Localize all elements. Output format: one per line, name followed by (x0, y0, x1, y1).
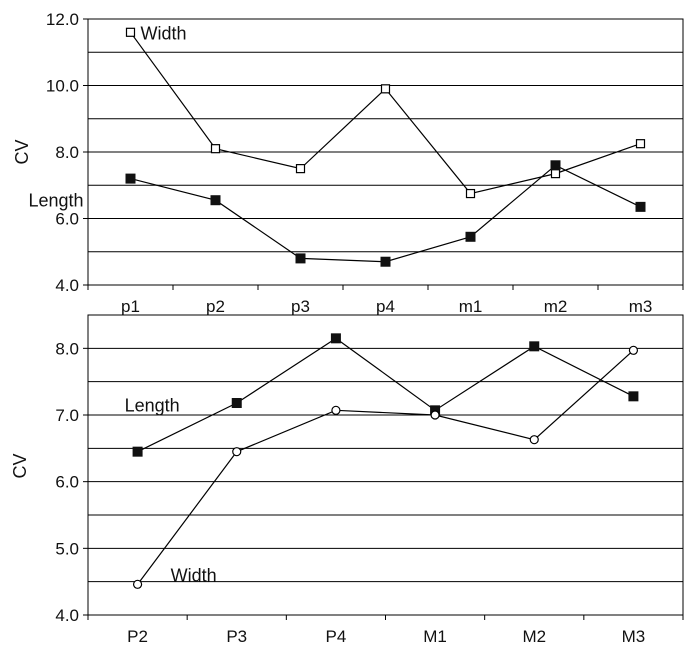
y-tick-label: 5.0 (55, 539, 79, 558)
data-point-width (331, 405, 341, 415)
series-label-length: Length (125, 396, 180, 416)
data-point-length (380, 256, 391, 267)
y-tick-label: 8.0 (55, 143, 79, 162)
y-tick-label: 10.0 (46, 77, 79, 96)
x-tick-label: p2 (206, 297, 225, 316)
x-tick-label: p4 (376, 297, 395, 316)
data-point-length (628, 391, 639, 402)
series-label-width: Width (171, 565, 217, 585)
y-tick-label: 12.0 (46, 10, 79, 29)
data-point-length (132, 446, 143, 457)
data-point-length (529, 341, 540, 352)
data-point-width (210, 144, 221, 154)
y-axis-label-1: CV (12, 139, 32, 164)
x-tick-label: p1 (121, 297, 140, 316)
data-point-width (380, 84, 391, 94)
y-tick-label: 6.0 (55, 210, 79, 229)
x-tick-label: M1 (423, 627, 447, 646)
data-point-width (529, 435, 539, 445)
data-point-width (635, 139, 646, 149)
series-line-length (130, 164, 641, 263)
x-tick-label: m3 (629, 297, 653, 316)
data-point-width (125, 27, 136, 37)
chart-panel-1: 4.0 6.0 8.0 10.0 12.0 p1 p2 p3 p4 m1 m2 m3 CV Widt… (12, 10, 684, 316)
data-point-length (330, 333, 341, 344)
x-tick-label: M2 (522, 627, 546, 646)
data-point-length (635, 201, 646, 212)
data-point-length (210, 195, 221, 206)
x-tick-label: p3 (291, 297, 310, 316)
series-label-width: Width (141, 23, 187, 43)
data-point-width (132, 579, 143, 589)
chart-panel-2: 4.0 5.0 6.0 7.0 8.0 P2 P3 P4 M1 M2 M3 CV Length Wi… (10, 314, 684, 646)
x-tick-label: M3 (622, 627, 646, 646)
data-point-width (465, 188, 476, 199)
data-point-length (231, 398, 242, 408)
y-tick-label: 4.0 (55, 606, 79, 625)
y-tick-label: 6.0 (55, 473, 79, 492)
x-tick-label: P3 (226, 627, 247, 646)
data-point-width (628, 345, 639, 355)
data-point-length (550, 160, 561, 171)
data-point-length (125, 173, 136, 184)
x-tick-label: P4 (326, 627, 347, 646)
data-point-width (295, 164, 306, 174)
x-tick-label: P2 (127, 627, 148, 646)
data-point-width (550, 169, 561, 179)
data-point-length (295, 253, 306, 264)
data-point-width (430, 410, 440, 420)
x-tick-label: m2 (544, 297, 568, 316)
data-point-length (465, 231, 476, 242)
series-line-width (137, 349, 634, 585)
data-point-width (232, 447, 242, 457)
series-label-length: Length (29, 191, 84, 211)
y-tick-label: 7.0 (55, 406, 79, 425)
x-tick-label: m1 (459, 297, 483, 316)
y-tick-label: 8.0 (55, 339, 79, 358)
y-axis-label-2: CV (10, 453, 30, 478)
series-line-length (137, 337, 634, 453)
y-tick-label: 4.0 (55, 276, 79, 295)
